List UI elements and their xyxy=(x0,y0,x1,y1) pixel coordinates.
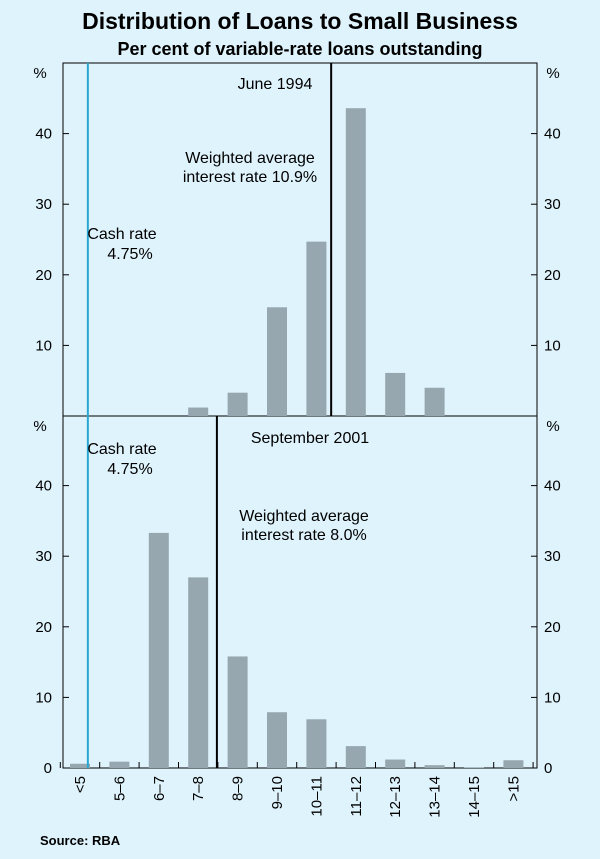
bar-0-8 xyxy=(385,372,406,416)
bar-1-10 xyxy=(464,767,484,768)
bar-1-11 xyxy=(503,760,524,768)
bar-1-4 xyxy=(227,656,248,768)
bar-1-2 xyxy=(148,532,169,768)
y-tick-label-left: 10 xyxy=(35,689,52,706)
y-tick-label-left: 30 xyxy=(35,548,52,565)
x-tick-label: 9–10 xyxy=(269,776,286,809)
plot-area: % % 10 10 20 20 30 30 40 40 June 1994 Weighted aver… xyxy=(33,62,561,818)
panel-title: June 1994 xyxy=(238,76,313,93)
y-tick-label-right: 40 xyxy=(544,126,561,143)
bar-0-5 xyxy=(267,307,287,416)
x-tick-label: 13–14 xyxy=(427,776,444,818)
bar-1-5 xyxy=(267,712,287,768)
y-tick-label-left: 40 xyxy=(35,478,52,495)
panel-title: September 2001 xyxy=(251,430,369,447)
bar-1-7 xyxy=(345,746,366,768)
bar-0-7 xyxy=(345,108,366,417)
bar-1-3 xyxy=(188,577,209,768)
bar-0-4 xyxy=(227,392,248,416)
bar-1-6 xyxy=(306,719,327,768)
x-tick-label: 14–15 xyxy=(466,776,483,818)
weighted-average-label: interest rate 8.0% xyxy=(241,527,366,544)
cash-rate-label: 4.75% xyxy=(107,461,152,478)
x-tick-label: >15 xyxy=(505,776,522,801)
cash-rate-label: Cash rate xyxy=(87,441,156,458)
x-tick-label: <5 xyxy=(72,776,89,793)
y-tick-label-right: 0 xyxy=(544,760,552,777)
y-tick-label-left: 20 xyxy=(35,619,52,636)
x-tick-label: 5–6 xyxy=(111,776,128,801)
x-tick-label: 10–11 xyxy=(308,776,325,817)
y-tick-label-right: 10 xyxy=(544,337,561,354)
chart-title: Distribution of Loans to Small Business xyxy=(82,8,518,34)
y-tick-label-left: 30 xyxy=(35,196,52,213)
bar-0-9 xyxy=(424,387,445,416)
y-unit-label-left: % xyxy=(33,418,46,435)
x-tick-label: 11–12 xyxy=(348,776,365,817)
bar-1-8 xyxy=(385,759,406,768)
y-tick-label-right: 30 xyxy=(544,548,561,565)
chart-subtitle: Per cent of variable-rate loans outstand… xyxy=(117,39,482,59)
cash-rate-label: Cash rate xyxy=(87,226,156,243)
y-unit-label-right: % xyxy=(546,418,559,435)
source-note: Source: RBA xyxy=(40,833,121,848)
bar-0-3 xyxy=(188,407,209,416)
y-tick-label-left: 20 xyxy=(35,267,52,284)
x-tick-label: 12–13 xyxy=(387,776,404,818)
y-tick-label-right: 40 xyxy=(544,478,561,495)
y-tick-label-left: 10 xyxy=(35,337,52,354)
y-tick-label-right: 30 xyxy=(544,196,561,213)
bar-0-6 xyxy=(306,241,327,416)
weighted-average-label: interest rate 10.9% xyxy=(183,169,317,186)
y-tick-label-right: 20 xyxy=(544,267,561,284)
weighted-average-label: Weighted average xyxy=(239,508,369,525)
cash-rate-label: 4.75% xyxy=(107,246,152,263)
bar-1-1 xyxy=(109,761,130,768)
bar-1-9 xyxy=(424,765,445,768)
y-unit-label-left: % xyxy=(33,65,46,82)
y-tick-label-right: 10 xyxy=(544,689,561,706)
bar-1-0 xyxy=(70,763,90,768)
x-tick-label: 7–8 xyxy=(190,776,207,801)
weighted-average-label: Weighted average xyxy=(185,150,315,167)
y-unit-label-right: % xyxy=(546,65,559,82)
x-tick-label: 6–7 xyxy=(151,776,168,801)
y-tick-label-right: 20 xyxy=(544,619,561,636)
y-tick-label-left: 0 xyxy=(44,760,52,777)
x-tick-label: 8–9 xyxy=(230,776,247,801)
y-tick-label-left: 40 xyxy=(35,126,52,143)
